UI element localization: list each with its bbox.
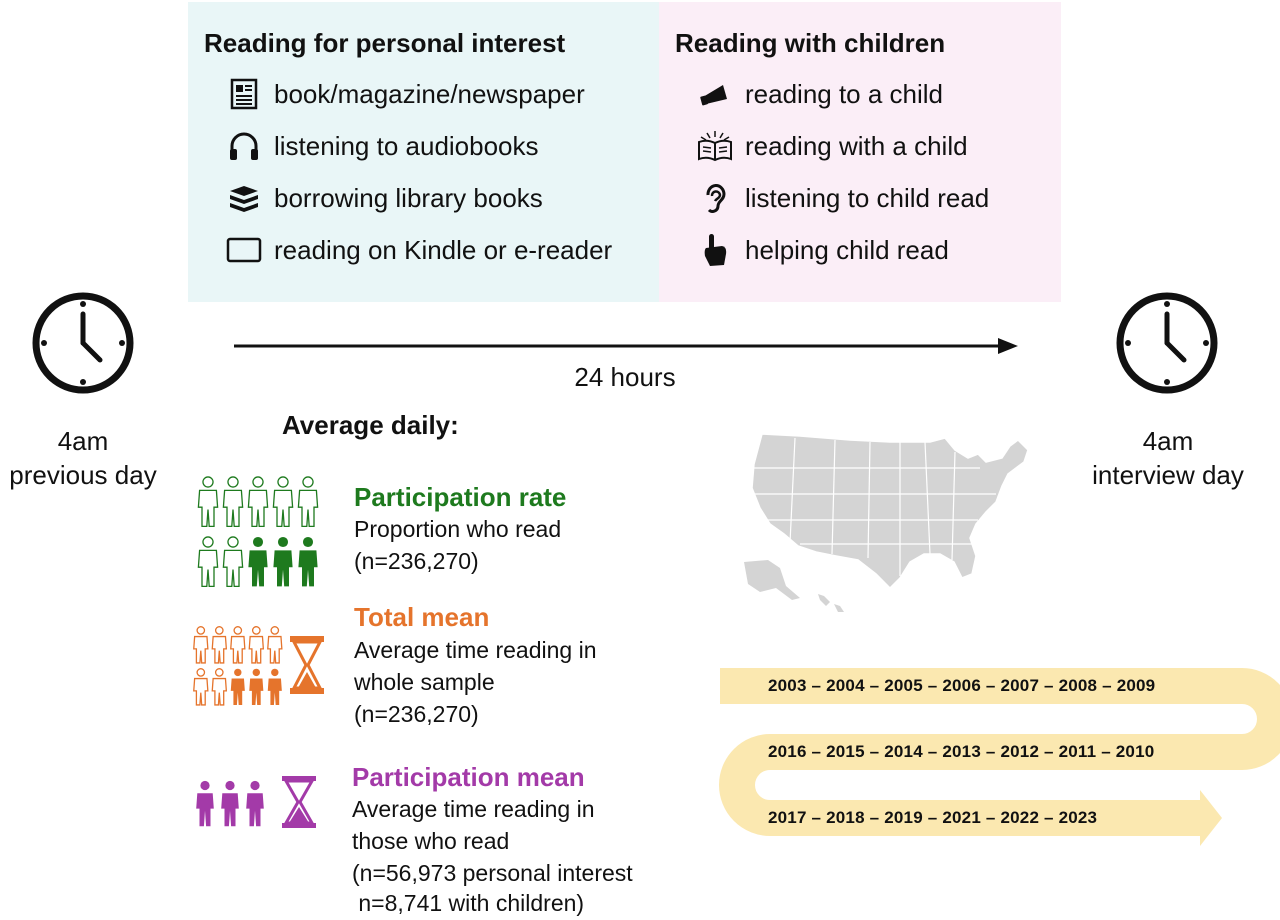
person-filled-icon [298,536,318,587]
person-filled-icon [267,668,282,705]
end-clock-icon [1116,292,1218,394]
end-day: interview day [1092,460,1244,490]
item-label: borrowing library books [274,182,543,213]
list-item: book/magazine/newspaper [224,74,585,114]
person-outline-icon [211,626,228,664]
participation-rate-people-icon [197,476,319,588]
person-filled-icon [230,668,245,705]
person-outline-icon [193,626,209,664]
person-outline-icon [193,668,209,706]
ear-icon [695,178,735,218]
years-band-arrowhead [1200,790,1222,846]
person-outline-icon [247,476,269,528]
list-item: borrowing library books [224,178,543,218]
person-filled-icon [221,780,239,827]
item-label: reading on Kindle or e-reader [274,234,613,265]
start-time-label: 4am previous day [0,424,166,492]
list-item: listening to audiobooks [224,126,539,166]
item-label: reading to a child [745,78,944,109]
years-row-2: 2016 – 2015 – 2014 – 2013 – 2012 – 2011 … [768,742,1155,761]
headphones-icon [224,126,264,166]
item-label: listening to audiobooks [274,130,539,161]
with-children-panel: Reading with children reading to a child… [659,2,1061,302]
total-mean-desc-2: whole sample [354,669,495,695]
participation-mean-n-personal: (n=56,973 personal interest [352,860,633,886]
end-time-label: 4am interview day [1080,424,1256,492]
end-time: 4am [1142,426,1194,456]
person-filled-icon [196,780,214,827]
start-time: 4am [57,426,109,456]
list-item: helping child read [695,230,949,270]
tablet-icon [224,230,264,270]
participation-mean-n-children: n=8,741 with children) [352,890,585,916]
average-daily-heading: Average daily: [282,410,459,440]
person-outline-icon [230,626,246,664]
list-item: reading on Kindle or e-reader [224,230,612,270]
person-outline-icon [197,536,219,588]
total-mean-title: Total mean [354,602,490,632]
list-item: listening to child read [695,178,989,218]
us-map-icon [744,433,1029,612]
megaphone-icon [695,74,735,114]
list-item: reading to a child [695,74,943,114]
personal-interest-title: Reading for personal interest [204,28,566,58]
years-row-1: 2003 – 2004 – 2005 – 2006 – 2007 – 2008 … [768,676,1156,695]
item-label: book/magazine/newspaper [274,78,585,109]
with-children-title: Reading with children [675,28,946,58]
total-mean-hourglass-icon [290,636,324,694]
person-outline-icon [272,476,294,528]
participation-rate-title: Participation rate [354,482,567,512]
person-outline-icon [297,476,319,528]
person-filled-icon [248,536,268,587]
participation-mean-desc: Average time reading in [352,796,595,822]
participation-mean-title: Participation mean [352,762,585,792]
participation-mean-hourglass-icon [282,776,316,828]
person-filled-icon [249,668,264,705]
pointing-hand-icon [695,230,735,270]
timeline-arrow [234,338,1018,354]
total-mean-n: (n=236,270) [354,701,479,727]
person-outline-icon [222,536,244,588]
person-outline-icon [222,476,244,528]
person-outline-icon [248,626,265,664]
open-book-icon [695,126,735,166]
person-filled-icon [273,536,293,587]
person-outline-icon [197,476,219,528]
years-row-3: 2017 – 2018 – 2019 – 2021 – 2022 – 2023 [768,808,1098,827]
item-label: listening to child read [745,182,990,213]
duration-label: 24 hours [574,362,676,392]
participation-rate-desc: Proportion who read [354,516,562,542]
personal-interest-panel: Reading for personal interest book/magaz… [188,2,659,302]
item-label: helping child read [745,234,949,265]
total-mean-people-icon [193,626,283,706]
total-mean-desc: Average time reading in [354,637,597,663]
item-label: reading with a child [745,130,968,161]
participation-mean-people-icon [196,780,264,827]
years-timeline-band [719,668,1280,846]
newspaper-icon [224,74,264,114]
participation-rate-n: (n=236,270) [354,548,479,574]
person-outline-icon [267,626,283,664]
person-outline-icon [211,668,228,706]
participation-mean-desc-2: those who read [352,828,510,854]
book-stack-icon [224,178,264,218]
list-item: reading with a child [695,126,968,166]
start-clock-icon [32,292,134,394]
person-filled-icon [246,780,264,827]
start-day: previous day [9,460,157,490]
